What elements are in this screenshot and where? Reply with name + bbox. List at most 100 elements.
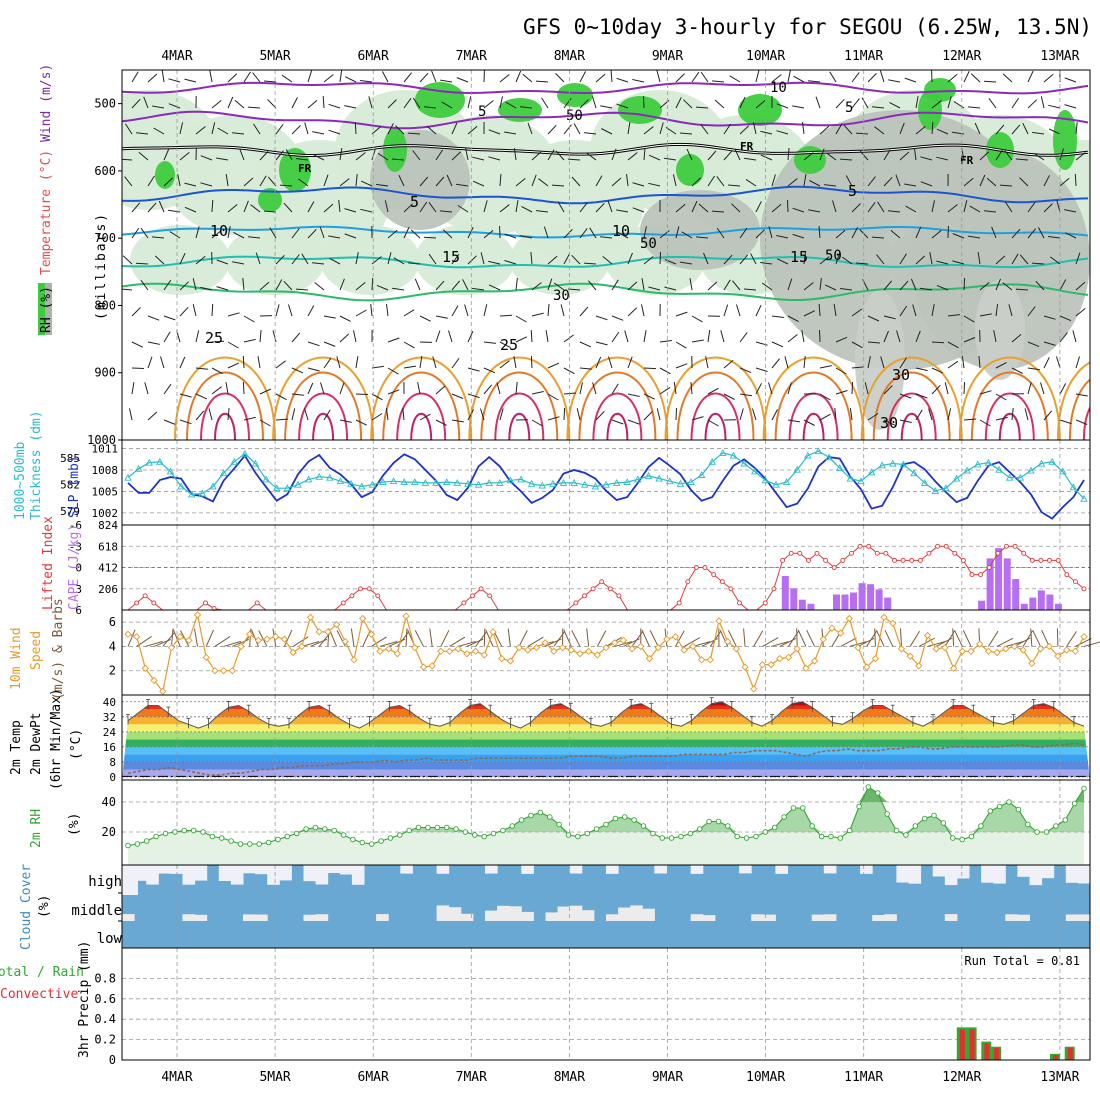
thickness-point [591,482,600,490]
wind-barb [216,286,229,291]
cloud-gap-middle [1017,914,1030,921]
wind-barb [968,235,981,239]
rh-point [725,823,731,829]
wind-barb [707,419,719,427]
thickness-point [134,464,143,472]
temp-contour-25 [272,356,375,440]
cloud-gap-middle [702,915,716,921]
wind-barb [275,393,287,401]
lifted-index-point [1081,586,1087,592]
wind-barb [963,337,976,343]
wind-barb [986,177,997,187]
rh-point [762,829,769,835]
wind-barb [899,280,909,291]
thickness-point [910,469,918,477]
temp-contour-35 [690,392,741,440]
wind-barb [883,330,889,343]
wind-barb-10m [840,637,857,647]
thickness-point [697,471,706,478]
wind-barb [131,98,141,109]
wind-speed-point [385,645,393,653]
wind-barb [1043,357,1050,369]
rh-green-area [794,146,826,174]
wind-barb [513,148,517,161]
wind-barb [1050,256,1061,265]
wind-barb [771,74,782,83]
precip-tick-label: 0.4 [94,1012,116,1026]
wind-barb [995,149,1003,161]
wind-barb [143,96,149,109]
wind-barb [179,306,189,317]
wind-barb [711,210,725,213]
wind-barb [179,252,186,265]
wind-barb [227,226,231,239]
wind-barb [531,391,544,395]
wind-barb [824,184,837,187]
wind-barb [739,367,752,374]
wind-barb [211,100,222,109]
wind-barb [179,356,186,369]
wind-barb [1043,410,1053,421]
wind-barb [819,148,825,161]
rh-light-area [415,225,515,295]
wind-barb [407,132,421,135]
wind-barb-10m [292,636,309,647]
rh-point [228,838,234,844]
rh-point [134,841,141,847]
wind-barb [232,132,245,135]
wind-barb [555,150,565,161]
precip-labels: Total / Rain Convective 3hr Precip (mm) … [0,941,1080,1058]
wind-barb [563,367,575,375]
wind-barb [616,209,629,213]
wind-barb [675,226,680,239]
wind-barb [739,254,749,265]
top-date-label-11MAR: 11MAR [844,49,883,64]
thickness-point [772,480,780,488]
wind-barb [304,408,309,421]
lifted-index-point [340,600,346,606]
wind-speed-point [280,635,289,643]
wind-barb [729,75,741,83]
rh-point [434,824,441,831]
pressure-tick-label: 600 [94,164,116,178]
wind-speed-point [263,635,271,643]
wind-barb [377,152,389,161]
thickness-point [198,489,207,497]
thickness-point [814,447,823,455]
wind-barb [543,226,549,239]
wind-barb [755,201,762,213]
wind-barb [227,341,239,349]
wind-barb [419,72,429,83]
temp-contour-40 [704,412,727,440]
pressure-tick-label: 700 [94,231,116,245]
rh-point [378,838,384,844]
temp-band [122,762,1090,770]
wind-barb [140,227,149,239]
cloud-gap-middle [569,905,583,921]
wind-barb [344,76,357,83]
thickness-point [963,466,971,474]
wind-barb [403,365,416,369]
wind-barb [122,255,133,265]
wind-barb [947,73,958,83]
wind-barb [627,393,640,397]
wind-barb [675,407,677,421]
wind-speed-point [315,628,323,636]
wind-barb [557,201,565,213]
wind-barb [138,151,149,161]
wind-barb [743,288,757,291]
wind-barb [147,175,155,187]
rh-point [406,827,412,834]
wind-barb-10m [727,630,737,647]
wind-barb [664,286,677,291]
wind-barb [643,393,656,400]
lifted-index-point [1047,557,1052,563]
wind-speed-point [298,642,306,651]
temperature-labels: 2m Temp 2m DewPt (6hr Min/Max) (°C) [9,688,84,790]
wind-barb [1022,122,1029,135]
temp-contour-label: 15 [790,248,808,266]
thickness-point [453,479,462,486]
temp-contour-label: 10 [612,222,630,240]
rh-green-area [618,96,662,124]
wind-barb [803,419,815,426]
